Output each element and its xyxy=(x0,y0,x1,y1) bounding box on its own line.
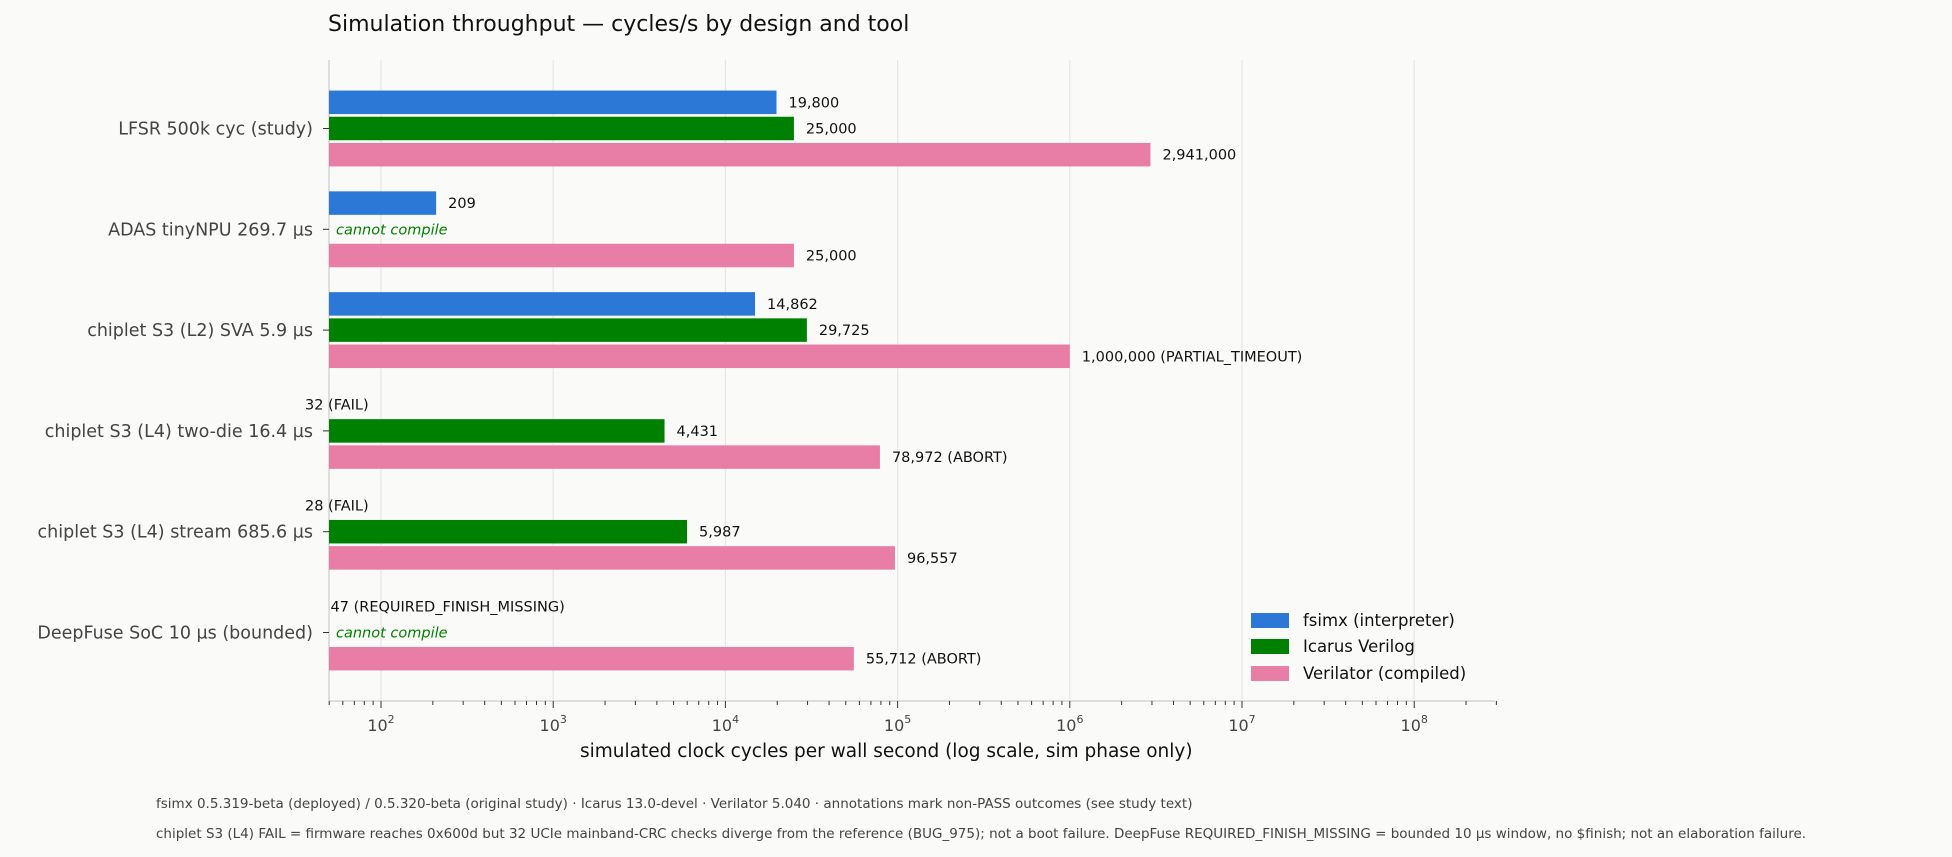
x-tick-label-exponent: 3 xyxy=(560,713,567,726)
bar-value-label: 19,800 xyxy=(788,95,839,111)
bar xyxy=(329,344,1070,369)
x-tick-label-exponent: 2 xyxy=(388,713,395,726)
x-tick-label-exponent: 4 xyxy=(732,713,739,726)
y-tick-label: LFSR 500k cyc (study) xyxy=(118,120,313,140)
annotation-cannot-compile: cannot compile xyxy=(336,222,448,238)
x-tick-label: 103 xyxy=(540,713,567,735)
bar-value-label: 32 (FAIL) xyxy=(305,398,369,414)
x-axis-label: simulated clock cycles per wall second (… xyxy=(580,741,1193,762)
x-tick-label-base: 10 xyxy=(1228,716,1248,735)
bar-value-label: 78,972 (ABORT) xyxy=(892,450,1008,466)
legend-item-icarus: Icarus Verilog xyxy=(1251,634,1466,661)
x-tick-label-base: 10 xyxy=(712,716,732,735)
bar xyxy=(329,90,777,115)
bar-value-label: 47 (REQUIRED_FINISH_MISSING) xyxy=(331,599,565,615)
x-tick-label-base: 10 xyxy=(1056,716,1076,735)
x-tick-label-exponent: 5 xyxy=(904,713,911,726)
bar xyxy=(329,191,437,215)
legend-item-verilator: Verilator (compiled) xyxy=(1251,660,1466,687)
bar-value-label: 28 (FAIL) xyxy=(305,499,369,515)
bar-value-label: 2,941,000 xyxy=(1162,148,1236,164)
bar xyxy=(329,243,794,268)
bar xyxy=(329,142,1151,167)
x-tick-label: 106 xyxy=(1056,713,1083,735)
chart-legend: fsimx (interpreter) Icarus Verilog Veril… xyxy=(1251,607,1466,687)
bar-value-label: 55,712 (ABORT) xyxy=(866,652,982,668)
bar-value-label: 25,000 xyxy=(806,249,857,265)
x-tick-label-exponent: 6 xyxy=(1076,713,1083,726)
legend-item-fsimx: fsimx (interpreter) xyxy=(1251,607,1466,634)
bar xyxy=(329,292,756,316)
x-tick-label-base: 10 xyxy=(1401,716,1421,735)
y-tick-label: DeepFuse SoC 10 µs (bounded) xyxy=(37,624,313,644)
x-tick-label-base: 10 xyxy=(884,716,904,735)
y-tick-label: chiplet S3 (L4) stream 685.6 µs xyxy=(38,523,313,543)
y-tick-label: ADAS tinyNPU 269.7 µs xyxy=(108,220,313,240)
x-tick-label: 105 xyxy=(884,713,911,735)
bar xyxy=(329,519,688,544)
bar xyxy=(329,318,807,342)
bar-value-label: 96,557 xyxy=(907,551,958,567)
bar-value-label: 5,987 xyxy=(699,525,741,541)
annotation-cannot-compile: cannot compile xyxy=(336,626,448,642)
chart-title: Simulation throughput — cycles/s by desi… xyxy=(328,12,910,37)
bar-value-label: 29,725 xyxy=(819,323,870,339)
x-tick-label: 108 xyxy=(1401,713,1428,735)
bar-value-label: 25,000 xyxy=(806,122,857,138)
bar-value-label: 4,431 xyxy=(677,424,719,440)
legend-swatch-fsimx xyxy=(1251,612,1289,628)
legend-label-verilator: Verilator (compiled) xyxy=(1303,663,1467,683)
legend-label-icarus: Icarus Verilog xyxy=(1303,637,1415,657)
bar xyxy=(329,116,794,141)
bar xyxy=(329,445,880,469)
legend-swatch-icarus xyxy=(1251,639,1289,655)
footnote-versions: fsimx 0.5.319-beta (deployed) / 0.5.320-… xyxy=(156,796,1193,812)
x-tick-label-base: 10 xyxy=(540,716,560,735)
x-tick-label: 102 xyxy=(367,713,394,735)
x-tick-label-exponent: 8 xyxy=(1421,713,1428,726)
bar-value-label: 1,000,000 (PARTIAL_TIMEOUT) xyxy=(1082,349,1303,365)
footnote-outcomes: chiplet S3 (L4) FAIL = firmware reaches … xyxy=(156,826,1807,842)
x-tick-label-base: 10 xyxy=(367,716,387,735)
legend-label-fsimx: fsimx (interpreter) xyxy=(1303,610,1455,630)
bar xyxy=(329,546,895,570)
legend-swatch-verilator xyxy=(1251,665,1289,681)
x-tick-label-exponent: 7 xyxy=(1249,713,1256,726)
bar xyxy=(329,646,854,671)
y-tick-label: chiplet S3 (L4) two-die 16.4 µs xyxy=(45,422,313,442)
bar-value-label: 209 xyxy=(448,196,476,212)
x-tick-label: 107 xyxy=(1228,713,1255,735)
bar xyxy=(329,419,665,443)
x-tick-label: 104 xyxy=(712,713,739,735)
y-tick-label: chiplet S3 (L2) SVA 5.9 µs xyxy=(87,321,313,341)
bar-value-label: 14,862 xyxy=(767,297,818,313)
